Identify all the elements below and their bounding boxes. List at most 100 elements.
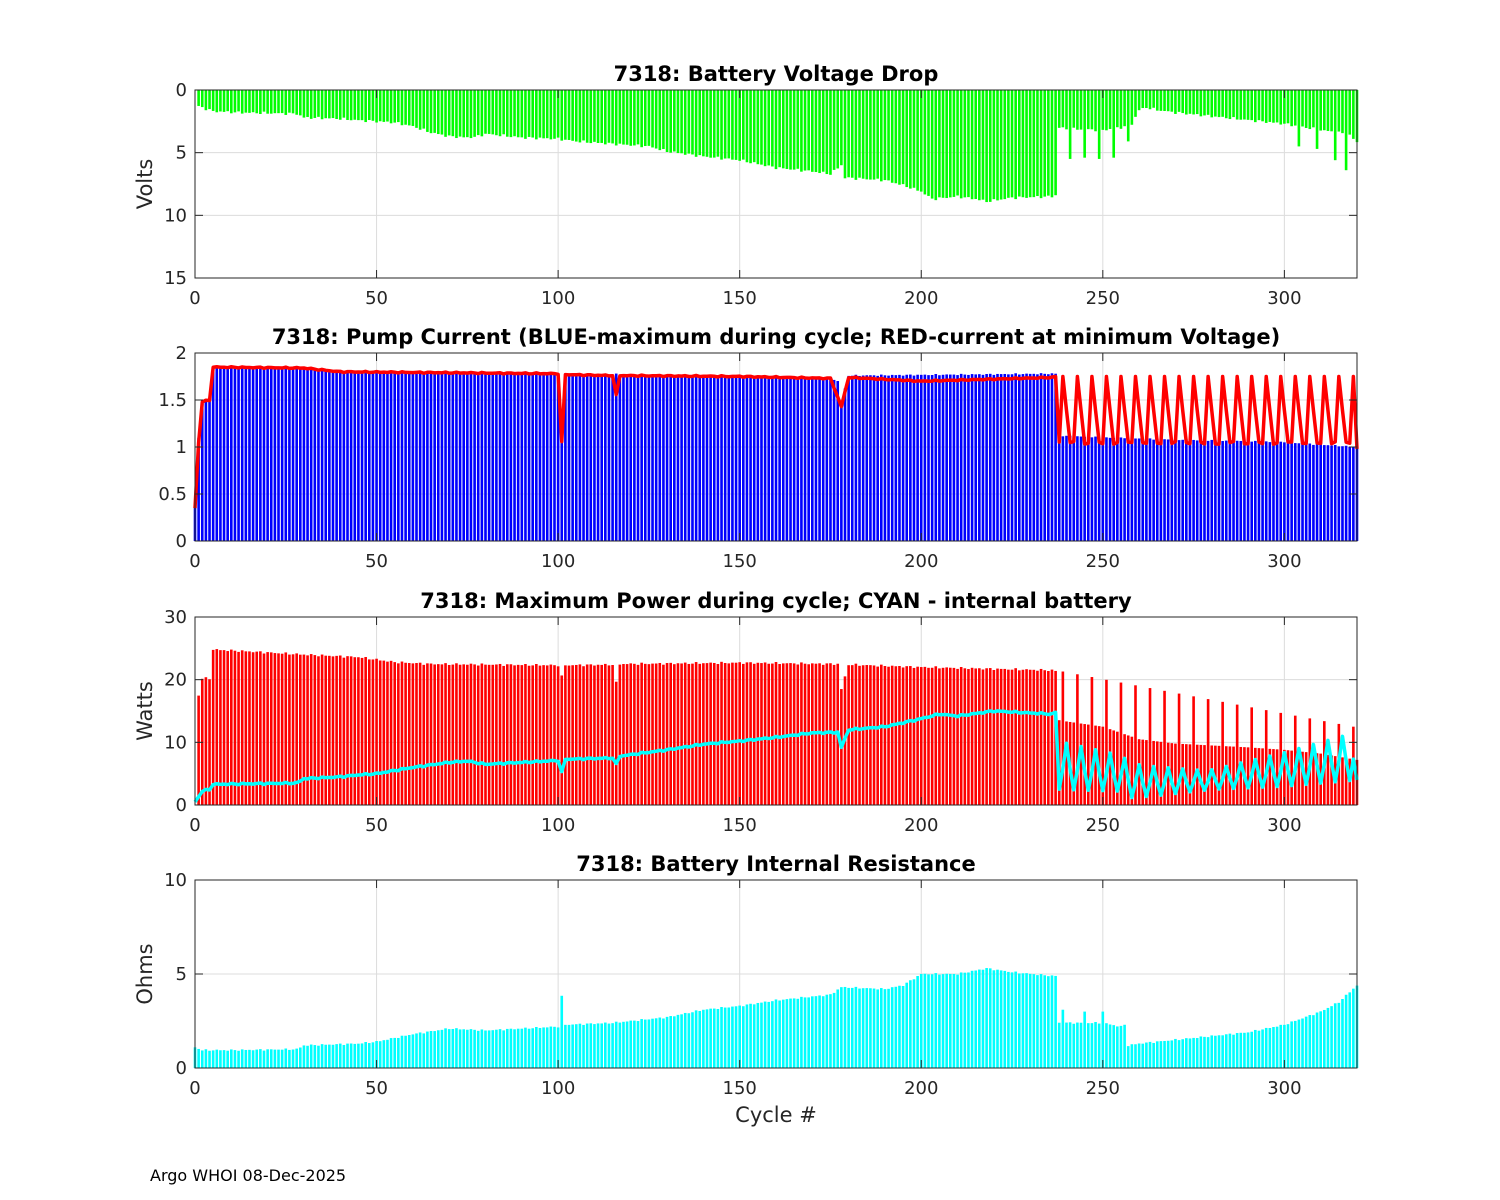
bar bbox=[1290, 1021, 1293, 1068]
bar bbox=[1246, 90, 1250, 120]
bar bbox=[890, 665, 894, 805]
bar bbox=[538, 665, 542, 805]
bar bbox=[1068, 90, 1072, 159]
bar bbox=[400, 1035, 404, 1068]
bar bbox=[527, 373, 531, 541]
bar bbox=[553, 665, 556, 805]
bar bbox=[1352, 988, 1355, 1068]
bar bbox=[745, 90, 749, 163]
bar bbox=[894, 986, 898, 1068]
bar bbox=[880, 664, 883, 805]
bar bbox=[1123, 1024, 1126, 1068]
bar bbox=[1214, 90, 1217, 117]
bar bbox=[353, 372, 357, 541]
bar bbox=[349, 1043, 353, 1068]
bar bbox=[1145, 90, 1148, 108]
bar bbox=[484, 373, 487, 541]
bar bbox=[687, 1013, 691, 1068]
bar bbox=[447, 90, 451, 136]
bar bbox=[909, 374, 912, 541]
bar bbox=[1337, 90, 1341, 132]
bar bbox=[255, 90, 259, 114]
bar bbox=[970, 90, 974, 200]
bar bbox=[1170, 743, 1174, 805]
bar bbox=[542, 665, 545, 805]
bar bbox=[1275, 90, 1279, 123]
bar bbox=[1159, 741, 1163, 805]
bar bbox=[938, 974, 941, 1068]
bar bbox=[956, 375, 959, 541]
bar bbox=[643, 1019, 647, 1068]
x-tick-label: 0 bbox=[189, 815, 200, 836]
bar bbox=[1057, 435, 1061, 541]
bar bbox=[923, 90, 927, 195]
bar bbox=[462, 664, 466, 805]
bar bbox=[378, 1041, 382, 1068]
bar bbox=[422, 1033, 426, 1068]
bar bbox=[981, 669, 985, 805]
bar bbox=[230, 90, 233, 114]
x-tick-label: 300 bbox=[1267, 1078, 1301, 1099]
bar bbox=[255, 651, 259, 805]
bar bbox=[919, 374, 923, 541]
bar bbox=[1319, 444, 1322, 541]
bar bbox=[662, 90, 665, 150]
bar bbox=[938, 668, 941, 805]
bar bbox=[1039, 668, 1043, 805]
x-tick-label: 250 bbox=[1086, 1078, 1120, 1099]
x-tick-label: 200 bbox=[904, 815, 938, 836]
y-tick-label: 0 bbox=[176, 1058, 187, 1079]
bar bbox=[1134, 685, 1137, 805]
bar bbox=[988, 373, 992, 541]
bar bbox=[451, 372, 455, 541]
bar bbox=[349, 371, 353, 541]
bar bbox=[625, 664, 629, 805]
bar bbox=[1054, 373, 1057, 541]
bar bbox=[992, 669, 996, 805]
bar bbox=[277, 1049, 280, 1068]
bar bbox=[647, 90, 651, 146]
bar bbox=[509, 664, 513, 805]
bar bbox=[948, 374, 952, 541]
bar bbox=[299, 368, 302, 541]
bar bbox=[469, 1029, 473, 1068]
bar bbox=[480, 1029, 484, 1068]
bar bbox=[484, 90, 487, 134]
bar bbox=[1163, 439, 1166, 541]
bar bbox=[1188, 744, 1192, 805]
bar bbox=[861, 665, 865, 805]
bar bbox=[691, 663, 694, 805]
bar bbox=[531, 90, 535, 138]
bar bbox=[676, 663, 680, 805]
bar bbox=[1203, 745, 1206, 805]
bar bbox=[386, 661, 389, 805]
bar bbox=[535, 90, 538, 140]
bar bbox=[825, 663, 829, 805]
bar bbox=[433, 90, 436, 133]
bar bbox=[643, 663, 647, 805]
bar bbox=[956, 668, 959, 805]
bar bbox=[622, 90, 625, 145]
bar bbox=[1137, 438, 1141, 541]
bar bbox=[607, 665, 611, 805]
panel-internal-resistance: 0 50 100 150 200 250 300 0 5 10 7318: Battery Inte… bbox=[133, 852, 1359, 1127]
bar bbox=[560, 995, 564, 1068]
bar bbox=[923, 973, 927, 1068]
bar bbox=[1323, 445, 1326, 541]
bar bbox=[458, 90, 462, 137]
bar bbox=[1214, 1035, 1217, 1068]
bar bbox=[418, 372, 422, 541]
bar bbox=[1141, 439, 1145, 541]
y-axis-label: Watts bbox=[133, 681, 157, 741]
bar bbox=[898, 666, 901, 805]
bar bbox=[411, 372, 415, 541]
bar bbox=[1264, 710, 1268, 805]
bar bbox=[847, 375, 850, 541]
bar bbox=[1086, 1023, 1090, 1068]
bar bbox=[781, 90, 785, 169]
bar bbox=[905, 982, 909, 1068]
bar bbox=[422, 90, 426, 129]
bar bbox=[204, 399, 208, 541]
bar bbox=[742, 1006, 745, 1068]
bar bbox=[524, 664, 527, 805]
